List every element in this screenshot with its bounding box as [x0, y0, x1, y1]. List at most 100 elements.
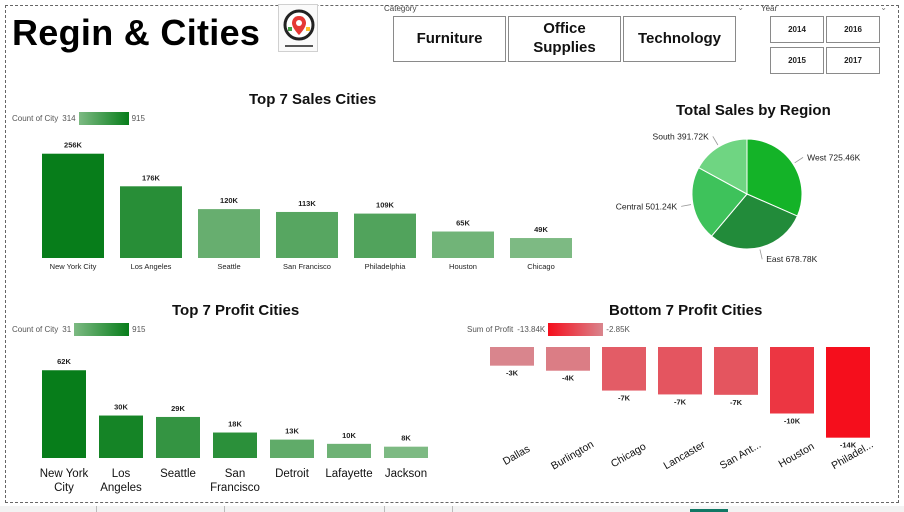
leader-line — [794, 157, 804, 164]
category-button-office-supplies[interactable]: Office Supplies — [508, 16, 621, 62]
category-slicer-label: Category — [384, 4, 417, 13]
top-profit-chart-title: Top 7 Profit Cities — [172, 302, 300, 319]
bar-seattle[interactable] — [156, 416, 200, 458]
top-profit-bar-chart: 62K New York City 30K Los Angeles 29K Seattle 18… — [40, 357, 428, 494]
bar-houston[interactable] — [770, 347, 814, 414]
data-label: -14K — [840, 441, 857, 450]
bar-jackson[interactable] — [384, 446, 428, 458]
legend-min: -13.84K — [517, 325, 546, 334]
bar-los-angeles[interactable] — [120, 186, 182, 258]
category-label: New York City — [50, 262, 97, 271]
bar-san-francisco[interactable] — [276, 211, 338, 258]
data-label: 30K — [114, 403, 128, 412]
bar-los-angeles[interactable] — [99, 415, 143, 458]
legend-max: 915 — [132, 325, 146, 334]
data-label: -7K — [618, 394, 631, 403]
data-label: -7K — [730, 398, 743, 407]
leader-line — [681, 204, 692, 207]
page-tabs-strip — [0, 506, 904, 512]
category-button-technology[interactable]: Technology — [623, 16, 736, 62]
pie-slice-central[interactable] — [691, 166, 748, 237]
year-slicer-header: Year ⌄ — [761, 3, 887, 13]
year-slicer-label: Year — [761, 4, 778, 13]
data-label: -3K — [506, 369, 519, 378]
bar-dallas[interactable] — [490, 347, 534, 366]
bottom-profit-bar-chart: -3K Dallas -4K Burlington -7K Chicago -7K Lanca… — [490, 347, 875, 472]
bar-new-york-city[interactable] — [42, 370, 86, 458]
legend-max: -2.85K — [606, 325, 630, 334]
data-label: 176K — [142, 173, 161, 182]
bar-philadel-[interactable] — [826, 347, 870, 438]
data-label: 120K — [220, 196, 239, 205]
bottom-profit-chart-title: Bottom 7 Profit Cities — [609, 302, 763, 319]
category-label: San Ant... — [718, 439, 763, 472]
bar-san-ant-[interactable] — [714, 347, 758, 395]
category-label: Dallas — [501, 443, 532, 468]
bar-philadelphia[interactable] — [354, 213, 416, 258]
year-button-2017[interactable]: 2017 — [826, 47, 880, 74]
year-button-2015[interactable]: 2015 — [770, 47, 824, 74]
report-title: Regin & Cities — [12, 12, 261, 53]
data-label: 65K — [456, 219, 470, 228]
legend-gradient — [78, 112, 129, 125]
data-label: 29K — [171, 404, 185, 413]
bar-detroit[interactable] — [270, 439, 314, 458]
category-label: Lancaster — [662, 438, 708, 472]
active-page-tab[interactable] — [690, 509, 728, 512]
bar-burlington[interactable] — [546, 347, 590, 371]
top-sales-chart-title: Top 7 Sales Cities — [249, 91, 377, 108]
pie-label-south: South 391.72K — [653, 131, 710, 141]
data-label: -4K — [562, 374, 575, 383]
legend-label: Count of City — [12, 325, 59, 334]
year-button-2014[interactable]: 2014 — [770, 16, 824, 43]
pie-slice-west[interactable] — [746, 138, 803, 217]
company-logo — [278, 4, 318, 52]
chevron-down-icon[interactable]: ⌄ — [880, 3, 887, 12]
data-label: -10K — [784, 417, 801, 426]
chevron-down-icon[interactable]: ⌄ — [737, 3, 744, 12]
bar-houston[interactable] — [432, 231, 494, 258]
category-slicer-header: Category ⌄ — [384, 3, 744, 13]
data-label: 109K — [376, 201, 395, 210]
data-label: 10K — [342, 431, 356, 440]
legend-label: Sum of Profit — [467, 325, 514, 334]
pie-slice-east[interactable] — [710, 193, 799, 250]
year-button-2016[interactable]: 2016 — [826, 16, 880, 43]
category-label: Houston — [777, 440, 817, 470]
legend-gradient — [548, 323, 604, 336]
category-label: Chicago — [527, 262, 555, 271]
data-label: -7K — [674, 397, 687, 406]
bar-chicago[interactable] — [510, 238, 572, 258]
top-profit-color-legend: Count of City 31 915 — [12, 323, 146, 336]
category-label: Chicago — [609, 440, 649, 470]
category-label: Houston — [449, 262, 477, 271]
top-sales-color-legend: Count of City 314 915 — [12, 112, 145, 125]
category-label: Los Angeles — [100, 468, 142, 494]
bar-seattle[interactable] — [198, 209, 260, 258]
legend-label: Count of City — [12, 114, 59, 123]
category-label: Philadelphia — [365, 262, 407, 271]
report-canvas — [5, 5, 899, 503]
data-label: 256K — [64, 141, 83, 150]
bar-new-york-city[interactable] — [42, 153, 104, 258]
data-label: 49K — [534, 225, 548, 234]
pie-label-east: East 678.78K — [766, 254, 817, 264]
category-button-furniture[interactable]: Furniture — [393, 16, 506, 62]
data-label: 62K — [57, 357, 71, 366]
bar-chicago[interactable] — [602, 347, 646, 391]
legend-min: 31 — [62, 325, 72, 334]
category-label: Seattle — [160, 468, 196, 480]
legend-gradient — [74, 323, 130, 336]
pie-slice-south[interactable] — [698, 138, 748, 195]
bar-lafayette[interactable] — [327, 443, 371, 458]
bar-san-francisco[interactable] — [213, 432, 257, 458]
bar-lancaster[interactable] — [658, 347, 702, 395]
category-label: San Francisco — [210, 468, 260, 494]
category-label: San Francisco — [283, 262, 331, 271]
data-label: 13K — [285, 427, 299, 436]
data-label: 8K — [401, 434, 411, 443]
category-label: Jackson — [385, 468, 427, 480]
leader-line — [759, 249, 763, 260]
data-label: 113K — [298, 199, 316, 208]
data-label: 18K — [228, 420, 242, 429]
